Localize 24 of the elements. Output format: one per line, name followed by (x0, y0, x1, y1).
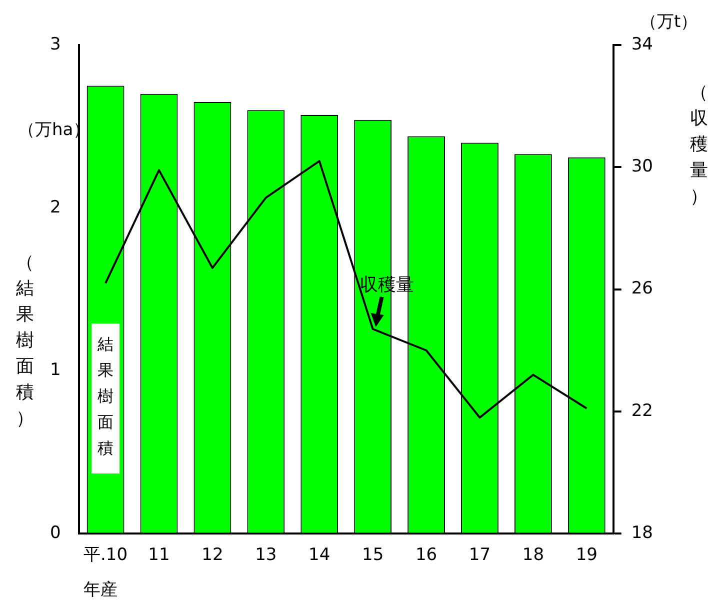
x-tick-label: 14 (308, 545, 330, 566)
x-tick-label: 13 (255, 545, 277, 566)
x-tick-label: 11 (148, 545, 170, 566)
x-tick-label: 17 (468, 545, 491, 566)
y-axis-title: （結果樹面積） (15, 251, 35, 431)
x-axis-title: 年産 (84, 580, 118, 600)
y2-tick-label: 18 (631, 523, 654, 544)
x-tick-label: 19 (576, 545, 598, 566)
x-tick-label: 12 (202, 545, 224, 566)
y2-tick-label: 30 (631, 156, 654, 177)
x-tick-label: 平.10 (84, 545, 128, 566)
y-tick-label: 1 (50, 360, 61, 380)
y-tick-label: 2 (50, 197, 61, 218)
x-tick-label: 15 (362, 545, 384, 566)
text: （万t） (640, 11, 698, 33)
y2-tick-label: 34 (631, 34, 654, 54)
y2-axis-title: （収穫量） (689, 81, 709, 209)
y-tick-label: 0 (50, 523, 61, 544)
y2-tick-label: 22 (631, 400, 654, 421)
y2-tick-label: 26 (631, 278, 654, 299)
series-label: 結果樹面積 (96, 334, 114, 458)
x-tick-label: 18 (522, 545, 544, 566)
y-tick-label: 3 (50, 34, 61, 54)
x-tick-label: 16 (415, 545, 438, 566)
